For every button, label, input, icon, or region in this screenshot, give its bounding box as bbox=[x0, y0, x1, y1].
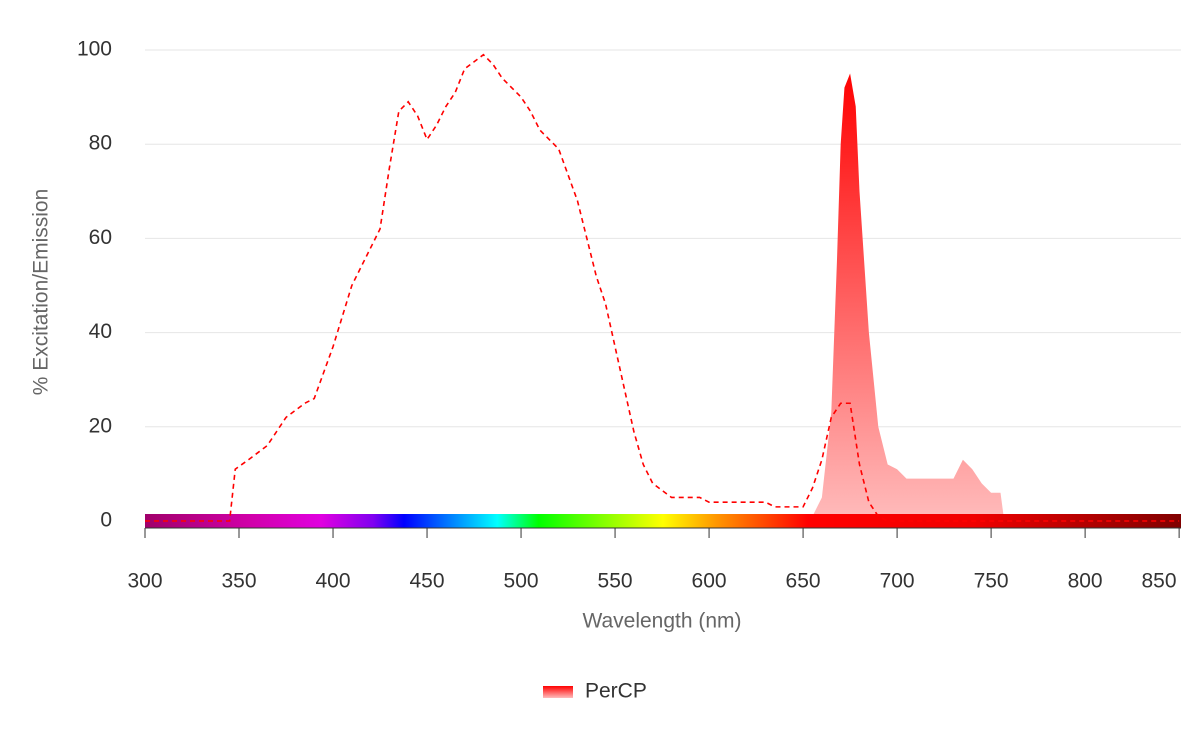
emission-area bbox=[793, 73, 1005, 522]
x-tick-label: 500 bbox=[504, 570, 539, 593]
x-tick-label: 750 bbox=[974, 570, 1009, 593]
legend-label[interactable]: PerCP bbox=[585, 680, 647, 703]
x-tick-label: 400 bbox=[315, 570, 350, 593]
excitation-line bbox=[145, 53, 1180, 522]
legend-swatch bbox=[543, 686, 573, 698]
x-tick-label: 850 bbox=[1141, 570, 1176, 593]
x-tick-label: 700 bbox=[880, 570, 915, 593]
x-tick-label: 600 bbox=[692, 570, 727, 593]
y-tick-label: 60 bbox=[89, 226, 112, 249]
x-tick-label: 650 bbox=[786, 570, 821, 593]
y-tick-label: 40 bbox=[89, 320, 112, 343]
x-tick-label: 350 bbox=[221, 570, 256, 593]
y-axis-title: % Excitation/Emission bbox=[30, 189, 53, 396]
spectrum-bar bbox=[145, 514, 1181, 528]
x-tick-label: 800 bbox=[1068, 570, 1103, 593]
y-tick-label: 20 bbox=[89, 414, 112, 437]
x-axis-title: Wavelength (nm) bbox=[582, 610, 741, 633]
y-tick-label: 80 bbox=[89, 132, 112, 155]
y-tick-label: 0 bbox=[100, 509, 112, 532]
x-tick-label: 300 bbox=[127, 570, 162, 593]
y-tick-label: 100 bbox=[77, 38, 112, 61]
x-tick-label: 550 bbox=[598, 570, 633, 593]
x-tick-label: 450 bbox=[410, 570, 445, 593]
